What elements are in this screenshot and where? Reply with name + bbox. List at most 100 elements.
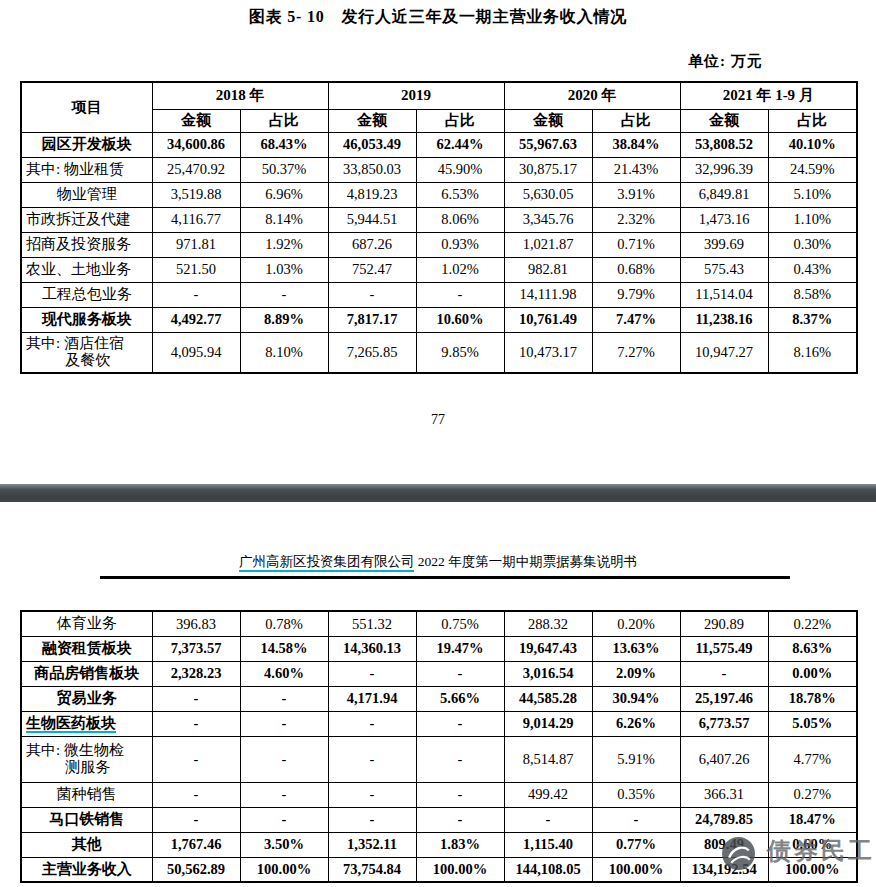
cell-value: 18.78% bbox=[768, 686, 857, 711]
cell-value: 4,819.23 bbox=[328, 182, 416, 207]
row-label: 马口铁销售 bbox=[21, 807, 152, 832]
header-rule bbox=[100, 576, 790, 579]
col-header-ratio: 占比 bbox=[240, 109, 328, 132]
company-name-link[interactable]: 广州高新区投资集团有限公司 bbox=[239, 554, 415, 572]
cell-value: 4.77% bbox=[768, 736, 857, 782]
col-header-amount: 金额 bbox=[504, 109, 592, 132]
cell-value: 30.94% bbox=[592, 686, 680, 711]
col-header-amount: 金额 bbox=[328, 109, 416, 132]
cell-value: - bbox=[416, 661, 504, 686]
cell-value: 2.09% bbox=[592, 661, 680, 686]
cell-value: 551.32 bbox=[328, 611, 416, 636]
cell-value: - bbox=[680, 661, 768, 686]
col-header-ratio: 占比 bbox=[592, 109, 680, 132]
table-row: 贸易业务--4,171.945.66%44,585.2830.94%25,197… bbox=[21, 686, 857, 711]
cell-value: 3,519.88 bbox=[152, 182, 240, 207]
cell-value: 6,849.81 bbox=[680, 182, 768, 207]
cell-value: 14,111.98 bbox=[504, 282, 592, 307]
cell-value: 0.27% bbox=[768, 782, 857, 807]
table-row: 园区开发板块34,600.8668.43%46,053.4962.44%55,9… bbox=[21, 132, 857, 157]
cell-value: 366.31 bbox=[680, 782, 768, 807]
cell-value: 25,197.46 bbox=[680, 686, 768, 711]
cell-value: - bbox=[328, 782, 416, 807]
cell-value: 4,095.94 bbox=[152, 332, 240, 373]
cell-value: 1,352.11 bbox=[328, 832, 416, 857]
cell-value: 11,514.04 bbox=[680, 282, 768, 307]
row-label: 菌种销售 bbox=[21, 782, 152, 807]
cell-value: 6.26% bbox=[592, 711, 680, 736]
cell-value: 982.81 bbox=[504, 257, 592, 282]
cell-value: 10.60% bbox=[416, 307, 504, 332]
cell-value: 7.27% bbox=[592, 332, 680, 373]
cell-value: 8.06% bbox=[416, 207, 504, 232]
cell-value: 5,630.05 bbox=[504, 182, 592, 207]
row-label: 融资租赁板块 bbox=[21, 636, 152, 661]
cell-value: 8,514.87 bbox=[504, 736, 592, 782]
table-row: 生物医药板块----9,014.296.26%6,773.575.05% bbox=[21, 711, 857, 736]
col-header-2020: 2020 年 bbox=[504, 82, 680, 109]
row-label: 现代服务板块 bbox=[21, 307, 152, 332]
cell-value: - bbox=[592, 807, 680, 832]
row-label: 工程总包业务 bbox=[21, 282, 152, 307]
cell-value: 30,875.17 bbox=[504, 157, 592, 182]
cell-value: 45.90% bbox=[416, 157, 504, 182]
col-header-2018: 2018 年 bbox=[152, 82, 328, 109]
cell-value: 7,373.57 bbox=[152, 636, 240, 661]
col-header-amount: 金额 bbox=[152, 109, 240, 132]
cell-value: 33,850.03 bbox=[328, 157, 416, 182]
cell-value: 1.83% bbox=[416, 832, 504, 857]
cell-value: 50,562.89 bbox=[152, 857, 240, 882]
cell-value: 1.03% bbox=[240, 257, 328, 282]
cell-value: 687.26 bbox=[328, 232, 416, 257]
cell-value: 0.93% bbox=[416, 232, 504, 257]
cell-value: 9.85% bbox=[416, 332, 504, 373]
cell-value: 40.10% bbox=[768, 132, 857, 157]
row-label: 市政拆迁及代建 bbox=[21, 207, 152, 232]
watermark-text: 债券民工 bbox=[767, 838, 875, 863]
cell-value: 21.43% bbox=[592, 157, 680, 182]
cell-value: - bbox=[416, 711, 504, 736]
cell-value: 73,754.84 bbox=[328, 857, 416, 882]
cell-value: 6,773.57 bbox=[680, 711, 768, 736]
cell-value: 1.02% bbox=[416, 257, 504, 282]
figure-title: 图表 5- 10 发行人近三年及一期主营业务收入情况 bbox=[0, 7, 876, 28]
cell-value: 25,470.92 bbox=[152, 157, 240, 182]
cell-value: 8.14% bbox=[240, 207, 328, 232]
cell-value: - bbox=[152, 711, 240, 736]
cell-value: 8.37% bbox=[768, 307, 857, 332]
row-label: 其中: 酒店住宿及餐饮 bbox=[21, 332, 152, 373]
page-divider-bar bbox=[0, 484, 876, 502]
cell-value: 1,767.46 bbox=[152, 832, 240, 857]
cell-value: - bbox=[504, 807, 592, 832]
cell-value: 8.10% bbox=[240, 332, 328, 373]
cell-value: 32,996.39 bbox=[680, 157, 768, 182]
cell-value: 100.00% bbox=[592, 857, 680, 882]
cell-value: 19.47% bbox=[416, 636, 504, 661]
cell-value: 1,473.16 bbox=[680, 207, 768, 232]
row-label: 园区开发板块 bbox=[21, 132, 152, 157]
cell-value: 19,647.43 bbox=[504, 636, 592, 661]
watermark-logo-icon bbox=[721, 836, 756, 871]
cell-value: 24.59% bbox=[768, 157, 857, 182]
col-header-2021: 2021 年 1-9 月 bbox=[680, 82, 857, 109]
row-label: 生物医药板块 bbox=[21, 711, 152, 736]
table-row: 菌种销售----499.420.35%366.310.27% bbox=[21, 782, 857, 807]
row-label: 贸易业务 bbox=[21, 686, 152, 711]
col-header-amount: 金额 bbox=[680, 109, 768, 132]
cell-value: 3.50% bbox=[240, 832, 328, 857]
cell-value: 288.32 bbox=[504, 611, 592, 636]
col-header-2019: 2019 bbox=[328, 82, 504, 109]
cell-value: 2.32% bbox=[592, 207, 680, 232]
cell-value: 7,265.85 bbox=[328, 332, 416, 373]
table-row: 招商及投资服务971.811.92%687.260.93%1,021.870.7… bbox=[21, 232, 857, 257]
cell-value: 8.16% bbox=[768, 332, 857, 373]
cell-value: 9,014.29 bbox=[504, 711, 592, 736]
row-label: 体育业务 bbox=[21, 611, 152, 636]
cell-value: 14.58% bbox=[240, 636, 328, 661]
row-label: 其中: 微生物检测服务 bbox=[21, 736, 152, 782]
row-label: 商品房销售板块 bbox=[21, 661, 152, 686]
cell-value: - bbox=[416, 782, 504, 807]
cell-value: 8.89% bbox=[240, 307, 328, 332]
cell-value: 4,171.94 bbox=[328, 686, 416, 711]
table-row: 其中: 物业租赁25,470.9250.37%33,850.0345.90%30… bbox=[21, 157, 857, 182]
